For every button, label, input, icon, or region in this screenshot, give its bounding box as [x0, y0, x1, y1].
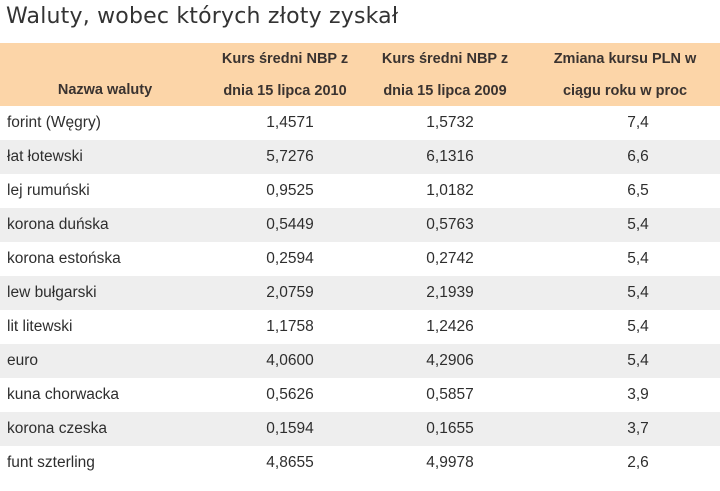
cell-rate-2009: 4,2906 — [426, 352, 474, 369]
cell-rate-2010: 4,8655 — [266, 454, 314, 471]
cell-change-percent: 3,9 — [627, 386, 649, 403]
cell-rate-2009: 1,5732 — [426, 114, 474, 131]
cell-currency-name: lit litewski — [7, 318, 73, 335]
cell-currency-name: korona estońska — [7, 250, 121, 267]
header-change-percent-line2: ciągu roku w proc — [562, 82, 688, 99]
cell-rate-2009: 2,1939 — [426, 284, 474, 301]
header-change-percent-line1: Zmiana kursu PLN w — [553, 50, 697, 67]
table-row: lit litewski 1,1758 1,2426 5,4 — [0, 310, 720, 344]
header-change-percent: Zmiana kursu PLN w ciągu roku w proc — [530, 43, 720, 106]
cell-change-percent: 5,4 — [627, 216, 649, 233]
table-row: korona estońska 0,2594 0,2742 5,4 — [0, 242, 720, 276]
table-row: korona duńska 0,5449 0,5763 5,4 — [0, 208, 720, 242]
cell-currency-name: korona czeska — [7, 420, 107, 437]
header-rate-2010: Kurs średni NBP z dnia 15 lipca 2010 — [210, 43, 360, 106]
table-row: euro 4,0600 4,2906 5,4 — [0, 344, 720, 378]
cell-rate-2010: 1,1758 — [266, 318, 314, 335]
currency-table: Nazwa waluty Kurs średni NBP z dnia 15 l… — [0, 43, 720, 480]
cell-change-percent: 7,4 — [627, 114, 649, 131]
cell-rate-2010: 0,1594 — [266, 420, 314, 437]
cell-rate-2010: 0,5626 — [266, 386, 314, 403]
cell-rate-2009: 4,9978 — [426, 454, 474, 471]
table-row: łat łotewski 5,7276 6,1316 6,6 — [0, 140, 720, 174]
cell-rate-2009: 1,0182 — [426, 182, 474, 199]
cell-rate-2009: 0,5857 — [426, 386, 474, 403]
table-row: forint (Węgry) 1,4571 1,5732 7,4 — [0, 106, 720, 140]
header-currency-name-text: Nazwa waluty — [57, 82, 153, 98]
cell-change-percent: 5,4 — [627, 352, 649, 369]
cell-rate-2010: 0,9525 — [266, 182, 314, 199]
cell-rate-2010: 4,0600 — [266, 352, 314, 369]
page-title: Waluty, wobec których złoty zyskał — [6, 4, 399, 29]
cell-rate-2010: 1,4571 — [266, 114, 314, 131]
table-body: forint (Węgry) 1,4571 1,5732 7,4 łat łot… — [0, 106, 720, 480]
cell-rate-2009: 1,2426 — [426, 318, 474, 335]
cell-change-percent: 5,4 — [627, 284, 649, 301]
cell-rate-2010: 0,2594 — [266, 250, 314, 267]
cell-change-percent: 6,6 — [627, 148, 649, 165]
table-row: kuna chorwacka 0,5626 0,5857 3,9 — [0, 378, 720, 412]
header-rate-2010-line2: dnia 15 lipca 2010 — [223, 82, 347, 99]
cell-rate-2009: 0,1655 — [426, 420, 474, 437]
cell-change-percent: 5,4 — [627, 250, 649, 267]
table-row: lew bułgarski 2,0759 2,1939 5,4 — [0, 276, 720, 310]
cell-currency-name: łat łotewski — [7, 148, 83, 165]
cell-currency-name: forint (Węgry) — [7, 114, 101, 131]
cell-rate-2010: 2,0759 — [266, 284, 314, 301]
table-header: Nazwa waluty Kurs średni NBP z dnia 15 l… — [0, 43, 720, 106]
cell-currency-name: lew bułgarski — [7, 284, 97, 301]
table-row: funt szterling 4,8655 4,9978 2,6 — [0, 446, 720, 480]
cell-currency-name: lej rumuński — [7, 182, 90, 199]
header-rate-2009-line2: dnia 15 lipca 2009 — [383, 82, 507, 99]
header-currency-name: Nazwa waluty — [0, 43, 210, 106]
cell-currency-name: funt szterling — [7, 454, 95, 471]
cell-change-percent: 5,4 — [627, 318, 649, 335]
cell-rate-2009: 6,1316 — [426, 148, 474, 165]
cell-currency-name: korona duńska — [7, 216, 109, 233]
cell-change-percent: 2,6 — [627, 454, 649, 471]
table-row: lej rumuński 0,9525 1,0182 6,5 — [0, 174, 720, 208]
table-row: korona czeska 0,1594 0,1655 3,7 — [0, 412, 720, 446]
cell-change-percent: 3,7 — [627, 420, 649, 437]
cell-rate-2010: 5,7276 — [266, 148, 314, 165]
cell-rate-2009: 0,2742 — [426, 250, 474, 267]
header-rate-2009: Kurs średni NBP z dnia 15 lipca 2009 — [360, 43, 530, 106]
cell-rate-2009: 0,5763 — [426, 216, 474, 233]
cell-currency-name: kuna chorwacka — [7, 386, 120, 403]
header-rate-2010-line1: Kurs średni NBP z — [221, 50, 349, 67]
cell-rate-2010: 0,5449 — [266, 216, 314, 233]
cell-change-percent: 6,5 — [627, 182, 649, 199]
header-rate-2009-line1: Kurs średni NBP z — [381, 50, 509, 67]
cell-currency-name: euro — [7, 352, 39, 369]
